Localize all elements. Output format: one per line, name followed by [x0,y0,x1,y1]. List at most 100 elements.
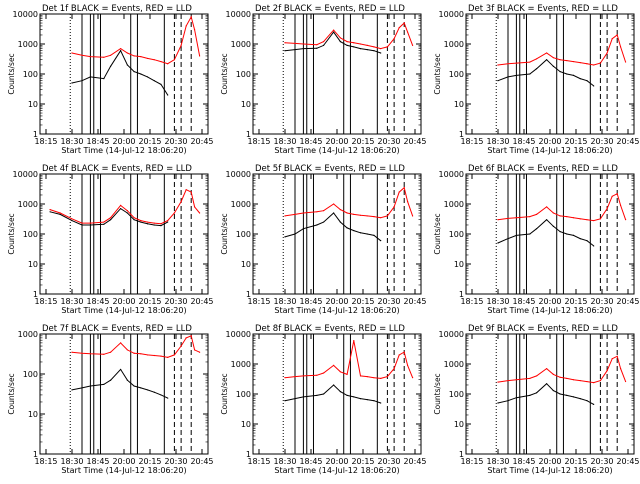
lld-point [559,215,561,217]
events-point [294,49,296,51]
events-point [579,78,581,80]
lld-point [199,55,201,57]
lld-point [316,374,318,376]
lld-point [294,213,296,216]
events-point [535,228,538,230]
events-point [333,212,335,214]
panel-2: Det 2f BLACK = Events, RED = LLD 1 10 100 10… [220,4,427,155]
series-events-line [497,383,594,405]
lld-point [346,373,348,376]
lld-point [611,38,613,40]
events-point [507,76,509,78]
x-tick-label: 18:30 [273,457,296,466]
lld-point [625,61,627,63]
x-axis-label: Start Time (14-Jul-12 18:06:20) [274,306,399,315]
events-point [160,225,162,227]
events-point [160,83,162,86]
lld-point [579,218,581,220]
lld-point [616,34,618,36]
x-tick-label: 20:15 [564,297,587,306]
events-point [546,219,548,221]
y-tick-label: 1000 [231,360,251,369]
y-axis-label: Counts/sec [7,213,16,254]
lld-point [322,210,325,212]
events-point [593,403,595,406]
events-point [497,242,499,244]
lld-point [190,335,192,337]
x-tick-label: 18:45 [86,457,109,466]
lld-point [160,60,162,63]
lld-point [190,16,192,18]
events-point [593,85,595,87]
series-lld-line [284,340,414,379]
x-axis-label: Start Time (14-Jul-12 18:06:20) [487,466,612,475]
x-tick-label: 18:15 [34,137,57,146]
lld-point [619,46,622,48]
lld-point [353,42,355,44]
events-point [552,225,554,227]
events-point [120,50,122,52]
x-axis-label: Start Time (14-Jul-12 18:06:20) [274,146,399,155]
y-tick-label: 10 [241,260,251,269]
lld-point [193,206,196,208]
lld-point [133,352,135,354]
lld-point [373,377,375,379]
y-tick-label: 10 [454,420,464,429]
lld-point [572,60,575,63]
lld-point [133,217,135,219]
x-tick-label: 20:45 [403,297,426,306]
lld-point [109,217,112,219]
panel-title: Det 7f BLACK = Events, RED = LLD [42,324,192,334]
x-axis-label: Start Time (14-Jul-12 18:06:20) [487,306,612,315]
x-tick-label: 20:30 [377,137,400,146]
lld-point [180,44,182,46]
y-tick-label: 1 [33,290,38,299]
lld-point [380,48,382,50]
lld-point [59,212,61,214]
lld-point [552,373,554,376]
events-point [366,399,368,401]
y-tick-label: 1 [246,290,251,299]
x-tick-label: 20:45 [190,137,213,146]
lld-point [535,58,538,60]
lld-point [616,193,618,195]
y-tick-label: 100 [236,70,251,79]
x-tick-label: 20:30 [164,297,187,306]
y-tick-label: 10000 [13,10,38,19]
plot-frame [39,13,209,135]
lld-point [398,191,400,193]
lld-point [316,211,318,213]
events-point [59,213,61,216]
events-point [120,368,122,371]
lld-point [393,206,395,208]
lld-point [185,189,187,191]
lld-point [406,31,409,33]
plot-frame [465,173,635,295]
y-tick-label: 1 [459,130,464,139]
events-point [593,245,595,247]
lld-point [579,379,581,382]
lld-point [120,204,122,206]
lld-point [572,379,575,381]
lld-point [284,215,286,217]
lld-point [619,204,622,206]
y-tick-label: 100 [449,70,464,79]
events-point [153,391,155,393]
events-point [359,232,362,234]
events-point [146,389,149,391]
x-tick-label: 18:30 [273,297,296,306]
lld-point [103,221,105,223]
lld-point [529,61,531,63]
lld-point [566,377,568,380]
events-point [353,46,355,48]
lld-point [126,210,128,212]
series-lld-line [71,335,200,358]
panel-title: Det 6f BLACK = Events, RED = LLD [468,164,618,174]
events-point [81,80,83,82]
events-point [373,50,375,52]
events-point [380,402,382,404]
lld-point [515,217,518,219]
lld-point [586,380,588,383]
lld-point [167,63,169,65]
lld-point [393,38,395,40]
